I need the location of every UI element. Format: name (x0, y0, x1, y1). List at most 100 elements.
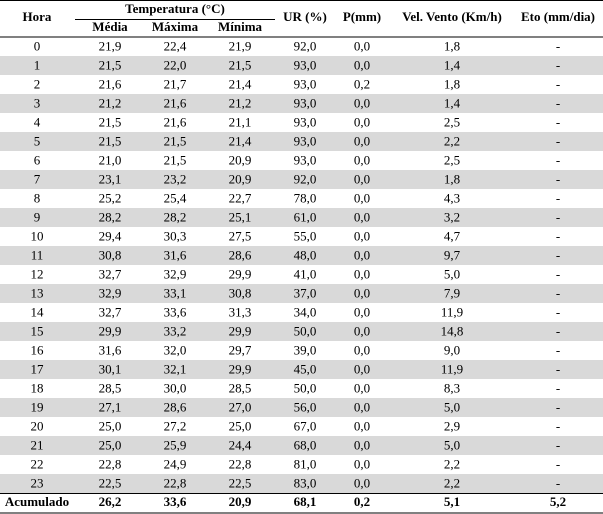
cell: 32,9 (99, 285, 122, 300)
cell: 32,7 (99, 266, 122, 281)
cell: 25,0 (99, 418, 122, 433)
row-shade (0, 132, 603, 151)
cell: 0,0 (354, 418, 370, 433)
cell: 25,1 (229, 209, 252, 224)
cell: 33,1 (164, 285, 187, 300)
cell: 25,9 (164, 437, 187, 452)
cell: 8,3 (444, 380, 460, 395)
cell: 32,0 (164, 342, 187, 357)
cell: - (556, 437, 560, 452)
cell: 28,2 (164, 209, 187, 224)
cell: 27,5 (229, 228, 252, 243)
cell: - (556, 342, 560, 357)
cell: 21,4 (229, 133, 252, 148)
cell: 29,9 (229, 361, 252, 376)
cell: 10 (31, 228, 44, 243)
cell: 30,8 (229, 285, 252, 300)
cell: 31,6 (99, 342, 122, 357)
cell: - (556, 133, 560, 148)
cell: 4,7 (444, 228, 461, 243)
cell: 0,0 (354, 380, 370, 395)
cell: 14,8 (441, 323, 464, 338)
cell: 0,0 (354, 475, 370, 490)
cell: - (556, 304, 560, 319)
cell: 21,9 (229, 38, 252, 53)
cell: 28,6 (164, 399, 187, 414)
cell: 81,0 (294, 456, 317, 471)
cell: 25,0 (99, 437, 122, 452)
cell: 0,0 (354, 247, 370, 262)
cell: 2,5 (444, 152, 460, 167)
cell: 12 (31, 266, 44, 281)
cell: 32,9 (164, 266, 187, 281)
cell: 21,5 (99, 57, 122, 72)
cell: 29,4 (99, 228, 122, 243)
cell: 93,0 (294, 76, 317, 91)
cell: 19 (31, 399, 44, 414)
cell: 30,1 (99, 361, 122, 376)
cell: 33,2 (164, 323, 187, 338)
footer-cell: 33,6 (164, 494, 187, 509)
cell: 22,8 (164, 475, 187, 490)
cell: - (556, 95, 560, 110)
cell: 20,9 (229, 152, 252, 167)
footer-cell: 26,2 (99, 494, 122, 509)
cell: 28,6 (229, 247, 252, 262)
cell: 21,5 (164, 152, 187, 167)
cell: - (556, 38, 560, 53)
row-shade (0, 284, 603, 303)
cell: 21,6 (164, 114, 187, 129)
cell: 22,8 (99, 456, 122, 471)
row-shade (0, 170, 603, 189)
cell: 18 (31, 380, 44, 395)
column-header: Vel. Vento (Km/h) (402, 9, 502, 24)
cell: 23 (31, 475, 44, 490)
cell: 4,3 (444, 190, 460, 205)
cell: 2,2 (444, 475, 460, 490)
row-shade (0, 56, 603, 75)
cell: 25,4 (164, 190, 187, 205)
cell: 0,0 (354, 171, 370, 186)
cell: 0,0 (354, 57, 370, 72)
cell: 21 (31, 437, 44, 452)
cell: - (556, 475, 560, 490)
cell: 8 (34, 190, 41, 205)
cell: - (556, 209, 560, 224)
cell: 23,1 (99, 171, 122, 186)
cell: 28,2 (99, 209, 122, 224)
cell: 61,0 (294, 209, 317, 224)
cell: 9 (34, 209, 41, 224)
cell: 28,5 (99, 380, 122, 395)
cell: 0,0 (354, 304, 370, 319)
cell: 29,9 (99, 323, 122, 338)
cell: 27,0 (229, 399, 252, 414)
cell: - (556, 76, 560, 91)
group-header: Temperatura (°C) (125, 1, 225, 16)
cell: 5 (34, 133, 41, 148)
cell: - (556, 399, 560, 414)
cell: 15 (31, 323, 44, 338)
cell: 0,0 (354, 399, 370, 414)
row-shade (0, 474, 603, 493)
cell: - (556, 114, 560, 129)
cell: 93,0 (294, 152, 317, 167)
cell: 93,0 (294, 114, 317, 129)
cell: 32,7 (99, 304, 122, 319)
cell: 27,1 (99, 399, 122, 414)
cell: 30,0 (164, 380, 187, 395)
cell: 55,0 (294, 228, 317, 243)
cell: 7 (34, 171, 41, 186)
cell: - (556, 228, 560, 243)
cell: 48,0 (294, 247, 317, 262)
cell: 78,0 (294, 190, 317, 205)
cell: 39,0 (294, 342, 317, 357)
cell: 0,0 (354, 285, 370, 300)
cell: 16 (31, 342, 45, 357)
cell: 13 (31, 285, 44, 300)
footer-cell: 20,9 (229, 494, 252, 509)
cell: 21,2 (99, 95, 122, 110)
cell: 24,4 (229, 437, 252, 452)
cell: 0,0 (354, 38, 370, 53)
cell: 7,9 (444, 285, 460, 300)
cell: 92,0 (294, 171, 317, 186)
